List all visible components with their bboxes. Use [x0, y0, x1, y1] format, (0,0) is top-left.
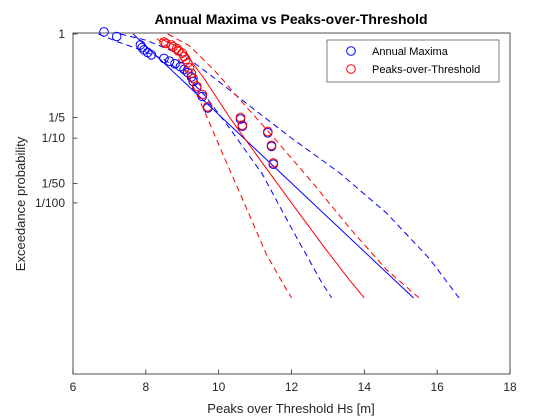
x-tick-label: 16: [430, 380, 444, 394]
peaks-over-threshold-ci-lower-line: [156, 38, 292, 299]
annual-maxima-point: [135, 40, 146, 50]
annual-maxima-point: [186, 72, 197, 82]
x-tick-label: 18: [503, 380, 517, 394]
y-tick-label: 1: [58, 27, 65, 41]
peaks-over-threshold-point: [188, 73, 198, 84]
x-tick-label: 12: [285, 380, 299, 394]
x-tick-label: 6: [70, 380, 77, 394]
peaks-over-threshold-point: [235, 112, 246, 123]
annual-maxima-fit-line: [132, 33, 414, 299]
legend-label-annual-maxima: Annual Maxima: [372, 46, 449, 58]
peaks-over-threshold-point: [266, 140, 277, 151]
annual-maxima-point: [159, 53, 169, 64]
peaks-over-threshold-point: [172, 43, 182, 54]
legend-marker-annual-maxima: [346, 46, 356, 56]
chart-title: Annual Maxima vs Peaks-over-Threshold: [154, 11, 427, 27]
annual-maxima-point: [146, 50, 157, 60]
peaks-over-threshold-point: [186, 68, 197, 78]
peaks-over-threshold-point: [197, 89, 208, 100]
annual-maxima-point: [164, 56, 175, 67]
peaks-over-threshold-ci-upper-line: [167, 33, 420, 299]
peaks-over-threshold-point: [166, 40, 177, 50]
y-axis-label: Exceedance probability: [13, 136, 28, 271]
annual-maxima-point: [111, 31, 122, 42]
legend-marker-peaks-over-threshold: [346, 64, 356, 74]
peaks-over-threshold-point: [192, 81, 202, 91]
peaks-over-threshold-point: [202, 102, 213, 112]
annual-maxima-ci-upper-line: [120, 33, 460, 299]
legend: Annual Maxima Peaks-over-Threshold: [326, 39, 500, 83]
y-axis-ticks: 1 1/5 1/10 1/50 1/100: [35, 27, 78, 210]
peaks-over-threshold-point: [184, 63, 195, 73]
legend-label-peaks-over-threshold: Peaks-over-Threshold: [372, 64, 480, 76]
y-tick-label: 1/10: [42, 131, 66, 145]
x-axis-label: Peaks over Threshold Hs [m]: [207, 401, 374, 416]
y-tick-label: 1/5: [48, 110, 65, 124]
x-tick-label: 10: [212, 380, 226, 394]
x-axis-ticks: 6 8 10 12 14 16 18: [70, 369, 517, 394]
confidence-bounds: [98, 33, 460, 299]
annual-maxima-point: [170, 59, 180, 69]
x-tick-label: 8: [142, 380, 149, 394]
peaks-over-threshold-point: [182, 58, 193, 68]
data-points: [99, 27, 279, 169]
annual-maxima-ci-lower-line: [98, 33, 333, 299]
peaks-over-threshold-point: [268, 158, 279, 168]
x-tick-label: 14: [358, 380, 372, 394]
annual-maxima-point: [99, 27, 109, 37]
plot-area: [72, 27, 511, 375]
annual-maxima-point: [137, 42, 147, 53]
y-tick-label: 1/100: [35, 196, 65, 210]
y-tick-label: 1/50: [42, 177, 66, 191]
legend-box: [326, 39, 500, 83]
peaks-over-threshold-point: [237, 120, 248, 130]
peaks-over-threshold-point: [263, 126, 273, 137]
